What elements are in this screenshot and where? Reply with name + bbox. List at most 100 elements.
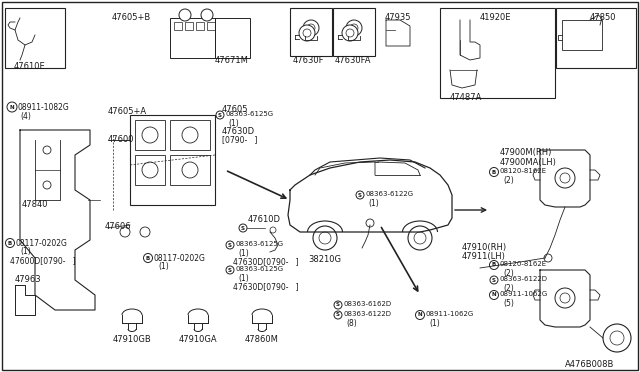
Text: S: S	[336, 302, 340, 308]
Text: (1): (1)	[228, 119, 239, 128]
Text: N: N	[10, 105, 14, 109]
Circle shape	[7, 102, 17, 112]
Text: 47911(LH): 47911(LH)	[462, 252, 506, 261]
Circle shape	[182, 127, 198, 143]
Text: 47910(RH): 47910(RH)	[462, 243, 507, 252]
Text: 08363-6122D: 08363-6122D	[499, 276, 547, 282]
Text: (1): (1)	[20, 247, 31, 256]
Circle shape	[334, 301, 342, 309]
Text: S: S	[228, 243, 232, 247]
Bar	[170, 120, 210, 150]
Text: 47605+A: 47605+A	[108, 107, 147, 116]
Text: 08120-8162E: 08120-8162E	[500, 168, 547, 174]
Bar	[135, 155, 165, 185]
Circle shape	[142, 162, 158, 178]
Circle shape	[490, 291, 499, 299]
Circle shape	[490, 260, 499, 269]
Text: 08363-6125G: 08363-6125G	[235, 241, 283, 247]
Circle shape	[356, 191, 364, 199]
Text: (1): (1)	[238, 274, 249, 283]
Circle shape	[120, 227, 130, 237]
Text: 47605+B: 47605+B	[112, 13, 151, 22]
Text: 08363-6122G: 08363-6122G	[365, 191, 413, 197]
Circle shape	[414, 232, 426, 244]
Text: (2): (2)	[503, 269, 514, 278]
Text: 47900M(RH): 47900M(RH)	[500, 148, 552, 157]
Text: N: N	[492, 292, 496, 298]
Text: 47630FA: 47630FA	[335, 56, 371, 65]
Text: 08117-0202G: 08117-0202G	[16, 239, 68, 248]
Text: 41920E: 41920E	[480, 13, 511, 22]
Text: (8): (8)	[346, 319, 356, 328]
Circle shape	[603, 324, 631, 352]
Text: (2): (2)	[503, 284, 514, 293]
Circle shape	[555, 288, 575, 308]
Text: 47850: 47850	[590, 13, 616, 22]
Bar	[556, 8, 636, 68]
Text: 08363-6162D: 08363-6162D	[343, 301, 391, 307]
Circle shape	[239, 224, 247, 232]
Text: 08117-0202G: 08117-0202G	[154, 254, 206, 263]
Text: 08120-8162E: 08120-8162E	[500, 261, 547, 267]
Bar	[135, 120, 165, 150]
Text: S: S	[228, 267, 232, 273]
Text: 47610D: 47610D	[248, 215, 281, 224]
Text: [0790-   ]: [0790- ]	[222, 135, 257, 144]
Text: 47935: 47935	[385, 13, 412, 22]
Bar	[170, 18, 215, 58]
Circle shape	[334, 311, 342, 319]
Circle shape	[366, 219, 374, 227]
Text: (5): (5)	[503, 299, 514, 308]
Text: S: S	[336, 312, 340, 317]
Text: A476B008B: A476B008B	[565, 360, 614, 369]
Circle shape	[346, 20, 362, 36]
Circle shape	[490, 167, 499, 176]
Text: (1): (1)	[158, 262, 169, 271]
Bar	[207, 22, 215, 30]
Circle shape	[226, 241, 234, 249]
Text: 08911-1062G: 08911-1062G	[500, 291, 548, 297]
Bar	[440, 8, 555, 98]
Text: (1): (1)	[429, 319, 440, 328]
Text: 08911-1062G: 08911-1062G	[426, 311, 474, 317]
Text: (4): (4)	[20, 112, 31, 121]
Text: 47910GA: 47910GA	[179, 335, 218, 344]
Circle shape	[143, 253, 152, 263]
Circle shape	[226, 266, 234, 274]
Text: 08363-6125G: 08363-6125G	[235, 266, 283, 272]
Text: 38210G: 38210G	[308, 255, 341, 264]
Bar	[333, 8, 375, 56]
Text: B: B	[492, 170, 496, 174]
Text: 47860M: 47860M	[245, 335, 279, 344]
Text: S: S	[218, 112, 222, 118]
Circle shape	[6, 238, 15, 247]
Text: 47963: 47963	[15, 275, 42, 284]
Text: 47630F: 47630F	[293, 56, 324, 65]
Circle shape	[43, 181, 51, 189]
Circle shape	[610, 331, 624, 345]
Circle shape	[182, 162, 198, 178]
Circle shape	[303, 29, 311, 37]
Circle shape	[560, 173, 570, 183]
Bar	[174, 22, 182, 30]
Circle shape	[140, 227, 150, 237]
Text: B: B	[8, 241, 12, 246]
Circle shape	[307, 24, 315, 32]
Circle shape	[313, 226, 337, 250]
Circle shape	[299, 25, 315, 41]
Text: 08363-6125G: 08363-6125G	[225, 111, 273, 117]
Text: 47600: 47600	[108, 135, 134, 144]
Text: 47487A: 47487A	[450, 93, 483, 102]
Text: B: B	[492, 263, 496, 267]
Text: 08911-1082G: 08911-1082G	[18, 103, 70, 112]
Circle shape	[544, 254, 552, 262]
Circle shape	[555, 168, 575, 188]
Bar	[196, 22, 204, 30]
Circle shape	[342, 25, 358, 41]
Circle shape	[216, 111, 224, 119]
Circle shape	[350, 24, 358, 32]
Bar	[562, 20, 602, 50]
Circle shape	[303, 20, 319, 36]
Text: 47610E: 47610E	[14, 62, 45, 71]
Text: (1): (1)	[238, 249, 249, 258]
